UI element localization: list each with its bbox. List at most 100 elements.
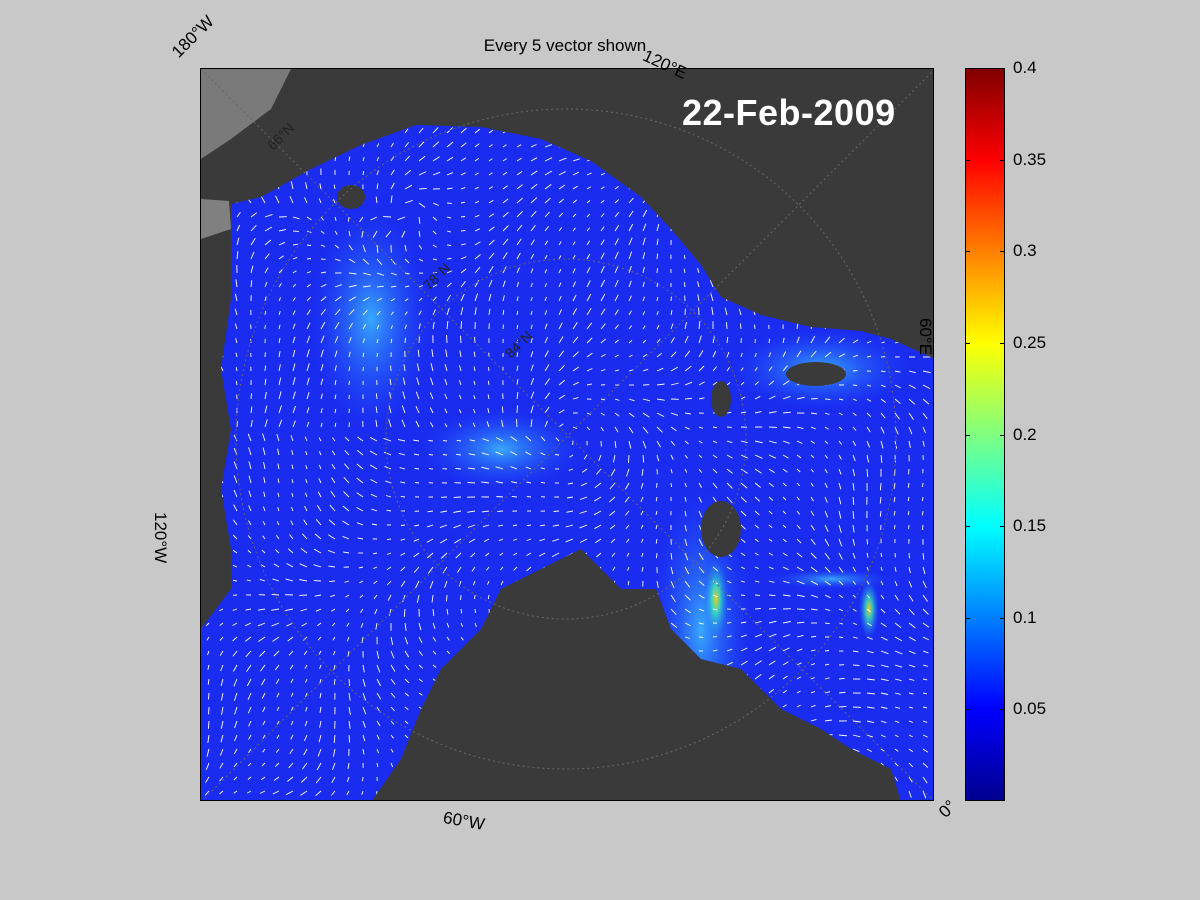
drift-vector — [440, 552, 448, 559]
drift-vector — [810, 594, 819, 598]
drift-vector — [768, 454, 776, 459]
drift-vector — [609, 482, 616, 490]
drift-vector — [404, 337, 407, 344]
drift-vector — [390, 692, 396, 698]
drift-vector — [626, 468, 630, 477]
drift-vector — [488, 172, 493, 176]
drift-vector — [628, 426, 634, 434]
drift-vector — [460, 216, 466, 218]
drift-vector — [516, 352, 519, 358]
drift-vector — [276, 433, 280, 442]
drift-vector — [334, 296, 342, 302]
colorbar-tick-mark — [965, 68, 970, 69]
drift-vector — [334, 244, 340, 249]
drift-vector — [313, 548, 322, 554]
drift-vector — [656, 238, 659, 246]
drift-vector — [922, 524, 924, 531]
drift-vector — [782, 337, 785, 344]
drift-vector — [558, 282, 562, 288]
drift-vector — [726, 635, 732, 638]
drift-vector — [670, 566, 674, 575]
drift-vector — [304, 492, 308, 498]
drift-vector — [418, 678, 423, 682]
drift-vector — [262, 447, 266, 456]
drift-vector — [285, 578, 294, 582]
drift-vector — [894, 524, 896, 530]
drift-vector — [922, 636, 930, 641]
drift-vector — [301, 622, 308, 627]
drift-vector — [413, 453, 420, 456]
drift-vector — [289, 664, 294, 670]
drift-vector — [219, 748, 224, 756]
drift-vector — [460, 268, 467, 274]
drift-vector — [894, 734, 899, 738]
drift-vector — [502, 309, 505, 316]
drift-vector — [726, 648, 733, 652]
drift-vector — [642, 398, 651, 402]
drift-vector — [404, 706, 409, 711]
drift-vector — [656, 367, 664, 372]
drift-vector — [530, 297, 533, 302]
drift-vector — [277, 463, 280, 470]
drift-vector — [369, 437, 378, 442]
drift-vector — [327, 549, 336, 554]
drift-vector — [641, 468, 644, 476]
drift-vector — [740, 510, 747, 517]
drift-vector — [852, 748, 860, 753]
drift-vector — [670, 337, 675, 344]
drift-vector — [712, 381, 718, 386]
drift-vector — [264, 296, 267, 302]
drift-vector — [628, 440, 632, 449]
drift-vector — [907, 510, 910, 515]
drift-vector — [894, 608, 901, 615]
drift-vector — [418, 258, 424, 262]
drift-vector — [376, 692, 382, 700]
drift-vector — [486, 580, 490, 585]
drift-vector — [740, 524, 746, 530]
drift-vector — [418, 155, 426, 162]
drift-vector — [600, 323, 606, 330]
drift-vector — [852, 720, 861, 723]
drift-vector — [838, 426, 843, 430]
drift-vector — [614, 324, 619, 330]
drift-vector — [642, 440, 647, 449]
drift-vector — [670, 622, 678, 628]
drift-vector — [332, 636, 336, 641]
drift-vector — [600, 412, 605, 416]
drift-vector — [442, 454, 448, 456]
drift-vector — [640, 496, 644, 502]
drift-vector — [248, 720, 252, 727]
drift-vector — [628, 210, 634, 218]
drift-vector — [726, 336, 729, 344]
drift-vector — [712, 608, 718, 611]
drift-vector — [446, 307, 450, 316]
drift-vector — [740, 496, 747, 503]
drift-vector — [390, 169, 395, 176]
drift-vector — [838, 412, 843, 416]
drift-vector — [656, 352, 662, 358]
drift-vector — [894, 384, 901, 389]
drift-vector — [572, 241, 576, 246]
drift-vector — [458, 423, 462, 428]
drift-vector — [810, 482, 814, 487]
drift-vector — [796, 524, 801, 530]
drift-vector — [697, 294, 700, 302]
drift-vector — [290, 678, 294, 684]
drift-vector — [432, 171, 441, 176]
drift-vector — [754, 482, 761, 488]
drift-vector — [510, 466, 518, 470]
drift-vector — [278, 351, 281, 358]
drift-vector — [586, 322, 593, 330]
drift-vector — [460, 172, 466, 176]
drift-vector — [922, 622, 930, 628]
drift-vector — [289, 534, 294, 540]
drift-vector — [740, 482, 748, 489]
drift-vector — [712, 335, 715, 344]
drift-vector — [852, 339, 859, 344]
colorbar-tick-mark — [965, 434, 970, 436]
drift-vector — [544, 254, 548, 260]
drift-vector — [544, 296, 547, 302]
drift-vector — [404, 155, 410, 162]
drift-vector — [205, 776, 210, 783]
colorbar-tick-mark — [1000, 617, 1005, 619]
